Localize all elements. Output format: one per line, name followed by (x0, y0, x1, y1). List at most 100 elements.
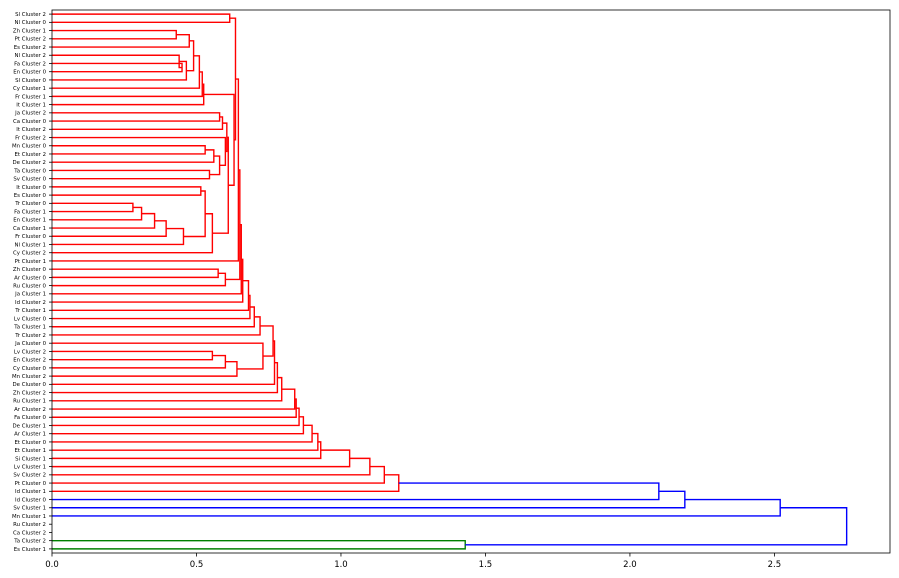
x-tick-label: 0.5 (190, 560, 204, 570)
dendrogram-link-19 (52, 186, 202, 196)
dendrogram-link-62 (52, 539, 466, 550)
dendrogram-link-16 (209, 155, 221, 176)
dendrogram-link-28 (203, 93, 235, 186)
x-tick-label: 1.5 (479, 560, 493, 570)
dendrogram-link-31 (52, 268, 219, 279)
dendrogram-link-55 (52, 449, 351, 468)
leaf-label: Pt Cluster 0 (15, 481, 47, 487)
x-tick-label: 0.0 (45, 560, 59, 570)
dendrogram-link-42 (52, 361, 238, 377)
dendrogram-link-63 (465, 507, 848, 546)
leaf-label: Cy Cluster 2 (13, 251, 46, 257)
leaf-label: Ar Cluster 1 (14, 432, 46, 438)
leaf-label: Ru Cluster 1 (13, 399, 46, 405)
dendrogram-link-60 (52, 490, 686, 509)
dendrogram-link-45 (52, 340, 276, 386)
leaf-label: Ca Cluster 1 (13, 226, 46, 232)
leaf-label: Ja Cluster 1 (14, 292, 46, 298)
leaf-label: Ca Cluster 0 (13, 119, 47, 125)
dendrogram-link-20 (52, 202, 134, 213)
dendrogram-link-25 (183, 190, 206, 238)
leaf-label: Ru Cluster 2 (13, 522, 46, 528)
dendrogram-link-12 (52, 116, 224, 130)
dendrogram-link-39 (52, 316, 261, 336)
leaf-label: Fa Cluster 2 (14, 61, 46, 67)
leaf-label: Tr Cluster 1 (14, 308, 46, 314)
leaf-label: En Cluster 2 (13, 358, 46, 364)
dendrogram-links (52, 13, 848, 550)
leaf-label: Lv Cluster 0 (14, 316, 47, 322)
leaf-label: Zh Cluster 2 (13, 390, 46, 396)
dendrogram-link-23 (52, 220, 167, 237)
leaf-label: Ta Cluster 1 (13, 325, 46, 331)
leaf-label: Id Cluster 1 (15, 489, 46, 495)
dendrogram-link-21 (52, 206, 143, 221)
dendrogram-link-3 (52, 33, 190, 48)
leaf-label: It Cluster 2 (16, 127, 46, 133)
leaf-label: Pt Cluster 2 (15, 37, 46, 43)
x-tick-label: 1.0 (334, 560, 348, 570)
leaf-label: Ar Cluster 2 (14, 407, 46, 413)
leaf-label: Tr Cluster 2 (14, 333, 46, 339)
leaf-label: Ru Cluster 0 (13, 284, 46, 290)
dendrogram-link-7 (186, 40, 195, 72)
leaf-label: Zh Cluster 0 (13, 267, 47, 273)
leaf-label: Nl Cluster 0 (14, 20, 46, 26)
leaf-labels: Sl Cluster 2 Nl Cluster 0 Zh Cluster 1 Pt C… (12, 12, 52, 553)
dendrogram-link-15 (52, 169, 211, 180)
leaf-label: Ja Cluster 0 (14, 341, 46, 347)
leaf-label: Et Cluster 1 (14, 448, 46, 454)
dendrogram-link-13 (52, 145, 206, 155)
leaf-label: Mn Cluster 2 (12, 374, 46, 380)
leaf-label: Pt Cluster 1 (15, 259, 46, 265)
x-axis-ticks: 0.0 0.5 1.0 1.5 2.0 2.5 (45, 553, 781, 570)
dendrogram-link-24 (52, 227, 185, 246)
leaf-label: Ar Cluster 0 (14, 275, 46, 281)
leaf-label: Lv Cluster 1 (14, 465, 46, 471)
dendrogram-link-47 (52, 376, 283, 402)
dendrogram-link-11 (52, 112, 221, 122)
leaf-label: Et Cluster 2 (14, 152, 46, 158)
leaf-label: De Cluster 0 (13, 382, 47, 388)
leaf-label: Es Cluster 0 (14, 193, 47, 199)
leaf-label: Sv Cluster 0 (13, 177, 46, 183)
dendrogram-link-8 (52, 55, 201, 89)
leaf-label: Fa Cluster 1 (14, 209, 46, 215)
leaf-label: Lv Cluster 2 (14, 349, 46, 355)
dendrogram-link-35 (52, 258, 244, 303)
dendrogram-link-48 (52, 388, 296, 410)
leaf-label: Mn Cluster 0 (12, 144, 47, 150)
leaf-label: Fa Cluster 0 (14, 415, 46, 421)
leaf-label: Tr Cluster 0 (14, 201, 46, 207)
dendrogram-link-33 (225, 169, 241, 281)
dendrogram-link-29 (229, 17, 237, 141)
leaf-label: Et Cluster 0 (14, 440, 46, 446)
leaf-label: Nl Cluster 2 (14, 53, 46, 59)
leaf-label: De Cluster 1 (13, 423, 46, 429)
leaf-label: Ta Cluster 2 (13, 539, 46, 545)
dendrogram-link-43 (52, 342, 264, 370)
leaf-label: Ta Cluster 0 (13, 168, 46, 174)
leaf-label: Fr Cluster 0 (15, 234, 46, 240)
dendrogram-link-1 (52, 13, 231, 24)
dendrogram-link-44 (260, 325, 274, 357)
leaf-label: Si Cluster 1 (15, 456, 46, 462)
dendrogram-link-17 (52, 136, 227, 166)
dendrogram-link-6 (52, 60, 188, 81)
leaf-label: Sv Cluster 2 (13, 473, 46, 479)
dendrogram-link-57 (52, 465, 386, 484)
dendrogram-link-41 (52, 354, 227, 369)
leaf-label: Id Cluster 0 (15, 497, 47, 503)
leaf-label: Zh Cluster 1 (13, 28, 46, 34)
leaf-label: Es Cluster 1 (14, 547, 46, 553)
dendrogram-link-53 (52, 432, 319, 451)
leaf-label: Id Cluster 2 (15, 300, 46, 306)
plot-frame (51, 9, 891, 554)
dendrogram-link-34 (52, 224, 242, 295)
leaf-label: Cy Cluster 1 (13, 86, 46, 92)
dendrogram-link-2 (52, 29, 177, 40)
dendrogram-link-40 (52, 350, 214, 361)
leaf-label: Nl Cluster 1 (14, 242, 46, 248)
dendrogram-link-5 (52, 54, 183, 69)
